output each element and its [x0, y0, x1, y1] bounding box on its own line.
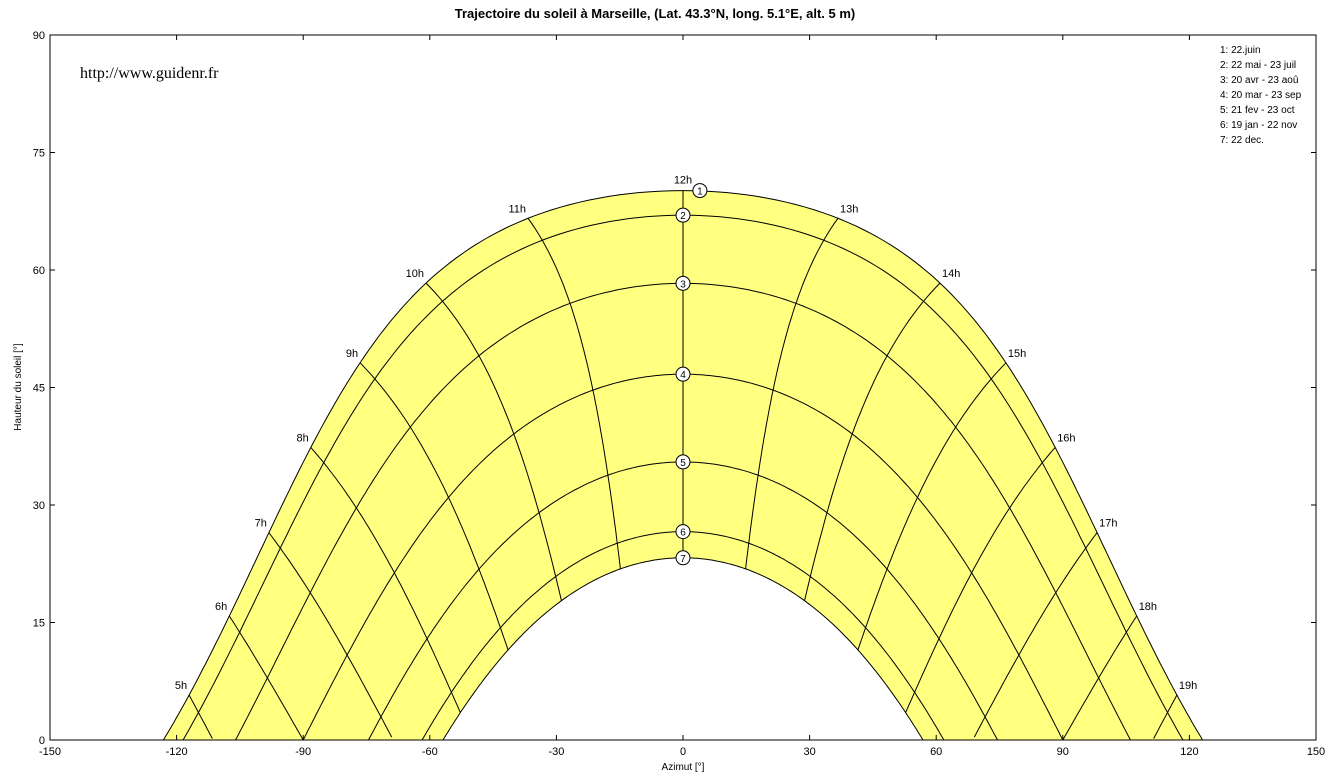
x-tick-label--90: -90 — [295, 746, 311, 758]
hour-label-10h: 10h — [406, 268, 424, 280]
curve-marker-label-3: 3 — [680, 279, 686, 290]
x-tick-label-150: 150 — [1307, 746, 1325, 758]
x-tick-label-120: 120 — [1180, 746, 1198, 758]
legend-entry-1: 1: 22.juin — [1220, 45, 1261, 56]
legend-entry-5: 5: 21 fev - 23 oct — [1220, 105, 1295, 116]
legend-entry-6: 6: 19 jan - 22 nov — [1220, 120, 1297, 131]
hour-label-5h: 5h — [175, 680, 187, 692]
y-tick-label-15: 15 — [33, 618, 45, 630]
y-axis-label: Hauteur du soleil [°] — [13, 343, 24, 431]
hour-label-17h: 17h — [1099, 518, 1117, 530]
hour-label-7h: 7h — [255, 518, 267, 530]
hour-line-7h — [268, 532, 393, 738]
x-tick-label-60: 60 — [930, 746, 942, 758]
curve-marker-6 — [675, 524, 691, 540]
legend-entry-3: 3: 20 avr - 23 aoû — [1220, 75, 1298, 86]
hour-line-17h — [973, 532, 1098, 738]
legend-entry-2: 2: 22 mai - 23 juil — [1220, 60, 1296, 71]
hour-label-18h: 18h — [1139, 601, 1157, 613]
curve-marker-5 — [675, 454, 691, 470]
curve-marker-1 — [692, 183, 708, 199]
curve-marker-3 — [675, 275, 691, 291]
x-tick-label-90: 90 — [1057, 746, 1069, 758]
curve-marker-label-4: 4 — [680, 370, 686, 381]
curve-marker-4 — [675, 366, 691, 382]
curve-marker-label-6: 6 — [680, 528, 686, 539]
y-tick-label-0: 0 — [39, 735, 45, 747]
y-tick-label-60: 60 — [33, 265, 45, 277]
website-watermark: http://www.guidenr.fr — [80, 65, 219, 82]
hour-label-12h: 12h — [674, 175, 692, 187]
curve-marker-7 — [675, 550, 691, 566]
y-tick-label-90: 90 — [33, 30, 45, 42]
legend-entry-4: 4: 20 mar - 23 sep — [1220, 90, 1302, 101]
curve-marker-label-7: 7 — [680, 554, 686, 565]
x-axis-ticks: -150 -120 -90 -60 -30 0 30 60 90 120 150 — [39, 35, 1325, 758]
hour-label-14h: 14h — [942, 268, 960, 280]
hour-label-15h: 15h — [1008, 348, 1026, 360]
hour-label-11h: 11h — [508, 203, 526, 215]
hour-label-16h: 16h — [1057, 432, 1075, 444]
x-tick-label--120: -120 — [166, 746, 188, 758]
y-tick-label-75: 75 — [33, 148, 45, 160]
curve-markers: 1 2 3 4 5 6 7 — [675, 183, 708, 566]
hour-label-6h: 6h — [215, 601, 227, 613]
x-tick-label-30: 30 — [803, 746, 815, 758]
curve-marker-2 — [675, 207, 691, 223]
legend-entry-7: 7: 22 dec. — [1220, 135, 1264, 146]
x-tick-label--30: -30 — [548, 746, 564, 758]
y-tick-label-30: 30 — [33, 500, 45, 512]
curve-marker-label-5: 5 — [680, 458, 686, 469]
hour-label-13h: 13h — [840, 203, 858, 215]
hour-line-5h — [188, 694, 213, 739]
hour-labels: 5h 6h 7h 8h 9h 10h 11h 12h 13h 14h 15h 16h 17h 18h 19h — [175, 175, 1197, 692]
hour-label-19h: 19h — [1179, 680, 1197, 692]
chart-title: Trajectoire du soleil à Marseille, (Lat.… — [455, 6, 856, 21]
x-tick-label-0: 0 — [680, 746, 686, 758]
curve-marker-label-1: 1 — [697, 187, 703, 198]
hour-line-18h — [1062, 615, 1138, 741]
hour-label-8h: 8h — [297, 432, 309, 444]
curve-marker-label-2: 2 — [680, 211, 686, 222]
hour-line-19h — [1153, 694, 1178, 739]
legend: 1: 22.juin 2: 22 mai - 23 juil 3: 20 avr… — [1220, 45, 1302, 146]
hour-line-6h — [228, 615, 304, 741]
hour-label-9h: 9h — [346, 348, 358, 360]
x-tick-label--60: -60 — [422, 746, 438, 758]
x-axis-label: Azimut [°] — [662, 762, 705, 773]
x-tick-label--150: -150 — [39, 746, 61, 758]
y-tick-label-45: 45 — [33, 383, 45, 395]
